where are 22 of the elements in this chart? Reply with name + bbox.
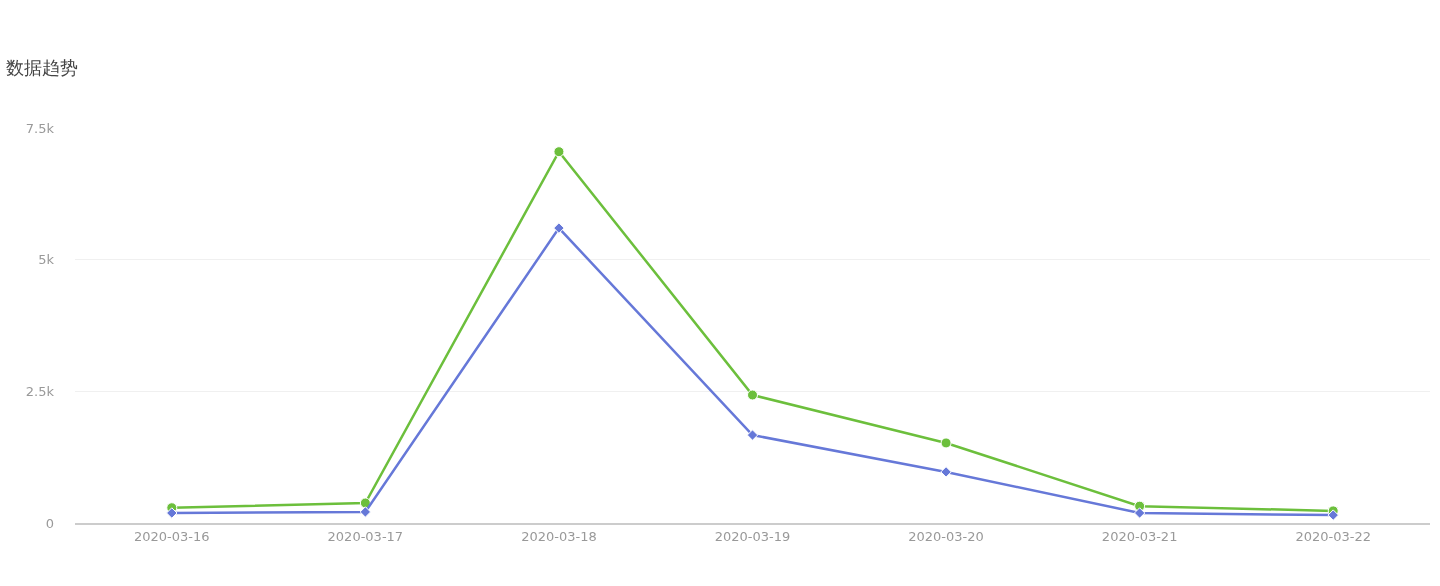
point bbox=[553, 222, 565, 234]
x-tick-label: 2020-03-19 bbox=[714, 528, 791, 544]
point bbox=[553, 146, 565, 158]
y-tick-label: 0 bbox=[45, 515, 54, 531]
x-tick-label: 2020-03-21 bbox=[1101, 528, 1178, 544]
point bbox=[746, 429, 759, 441]
x-tick-label: 2020-03-16 bbox=[134, 528, 210, 544]
point bbox=[940, 437, 952, 449]
x-tick-label: 2020-03-22 bbox=[1295, 528, 1371, 544]
y-tick-label: 7.5k bbox=[25, 120, 55, 136]
y-tick-label: 2.5k bbox=[25, 383, 55, 399]
point bbox=[166, 507, 178, 519]
point bbox=[747, 389, 758, 401]
point bbox=[1327, 509, 1339, 521]
x-tick-label: 2020-03-17 bbox=[327, 528, 404, 544]
chart-title: 数据趋势 bbox=[5, 56, 78, 78]
point bbox=[359, 506, 372, 518]
point bbox=[940, 466, 952, 478]
x-tick-label: 2020-03-20 bbox=[908, 528, 984, 544]
y-tick-label: 5k bbox=[38, 252, 55, 268]
x-tick-label: 2020-03-18 bbox=[521, 528, 597, 544]
point bbox=[1133, 507, 1146, 519]
